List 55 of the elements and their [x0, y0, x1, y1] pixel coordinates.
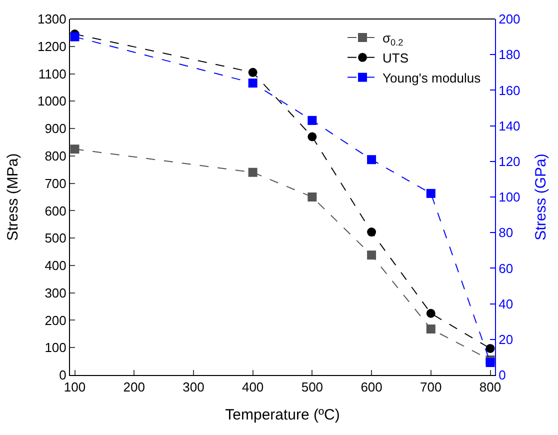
x-tick-label: 800 [479, 380, 502, 395]
point [70, 32, 80, 42]
y2-tick-label: 120 [498, 154, 520, 169]
x-tick-label: 100 [64, 380, 86, 395]
point [367, 155, 376, 164]
y2-axis-title: Stress (GPa) [532, 154, 550, 240]
y-tick-label: 1300 [37, 12, 66, 27]
point [486, 358, 495, 368]
point [308, 132, 317, 142]
x-tick-label: 200 [123, 380, 145, 395]
y-tick-label: 500 [44, 230, 66, 246]
point [70, 144, 80, 154]
x-tick-label: 500 [301, 380, 324, 395]
y-tick-label: 100 [44, 340, 66, 356]
y-tick-label: 900 [44, 121, 66, 136]
x-tick-label: 300 [182, 380, 204, 395]
x-tick-label: 600 [360, 380, 382, 395]
x-axis-title: Temperature (ºC) [225, 406, 340, 424]
point [248, 68, 258, 77]
point [248, 168, 258, 177]
y-tick-label: 600 [44, 203, 66, 218]
y-tick-label: 400 [44, 258, 66, 274]
y-tick-label: 0 [59, 368, 66, 383]
y2-tick-label: 60 [498, 260, 514, 276]
point [367, 250, 376, 260]
x-tick-label: 700 [420, 380, 442, 395]
y2-tick-label: 0 [498, 368, 506, 383]
y2-tick-label: 200 [498, 12, 520, 27]
point [248, 78, 258, 88]
point [426, 324, 436, 334]
legend-label: σ$_{0.2}$ [382, 30, 404, 48]
legend-label: Young's modulus [382, 70, 482, 86]
y-tick-label: 300 [44, 285, 66, 300]
x-tick-label: 400 [242, 380, 264, 395]
y-tick-label: 800 [44, 148, 66, 164]
y2-tick-label: 20 [498, 332, 514, 347]
y2-tick-label: 80 [498, 225, 514, 240]
y-tick-label: 700 [44, 176, 66, 191]
y2-tick-label: 100 [498, 190, 520, 205]
point [308, 192, 317, 202]
point [426, 188, 436, 198]
y2-tick-label: 160 [498, 82, 520, 98]
y2-tick-label: 140 [498, 118, 520, 134]
legend-label: UTS [382, 50, 409, 66]
point [367, 228, 376, 237]
y-tick-label: 1000 [37, 94, 66, 109]
y-tick-label: 1100 [38, 66, 66, 82]
y-tick-label: 1200 [37, 38, 66, 54]
y-axis-title: Stress (MPa) [4, 153, 22, 241]
y2-tick-label: 40 [498, 296, 514, 312]
point [308, 116, 317, 125]
point [426, 308, 436, 318]
y2-tick-label: 180 [498, 47, 520, 62]
point [486, 344, 495, 353]
y-tick-label: 200 [44, 312, 66, 328]
